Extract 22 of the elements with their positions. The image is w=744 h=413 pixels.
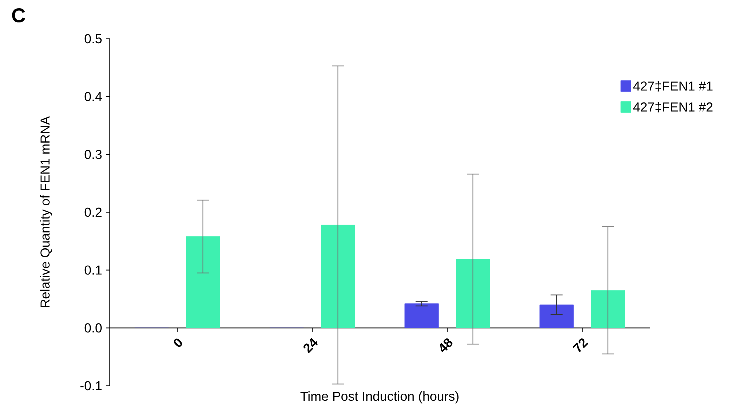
- text: C: [12, 8, 26, 23]
- x-tick-label: 24: [304, 338, 318, 354]
- y-tick-label: 0.2: [84, 208, 102, 218]
- bar: [321, 225, 356, 328]
- y-tick-label: -0.1: [80, 381, 102, 391]
- legend-label: 427‡FEN1 #2: [634, 102, 713, 113]
- y-tick-label: 0.4: [84, 92, 102, 102]
- x-tick-label: 48: [440, 338, 453, 352]
- legend-label: 427‡FEN1 #1: [634, 81, 713, 92]
- bar: [186, 236, 220, 328]
- y-axis-title: Relative Quantity of FEN1 mRNA: [40, 116, 52, 308]
- bar: [404, 304, 439, 328]
- x-tick-label: 72: [572, 338, 589, 352]
- y-tick-label: 0.5: [84, 34, 102, 44]
- y-tick-label: 0.0: [84, 324, 102, 333]
- bar: [540, 304, 574, 328]
- y-tick-label: 0.1: [84, 266, 102, 275]
- y-tick-label: 0.3: [84, 150, 102, 160]
- x-tick-label: 0: [174, 338, 182, 348]
- bar: [456, 259, 490, 328]
- bar: [591, 290, 626, 328]
- x-axis-title: Time Post Induction (hours): [300, 392, 459, 404]
